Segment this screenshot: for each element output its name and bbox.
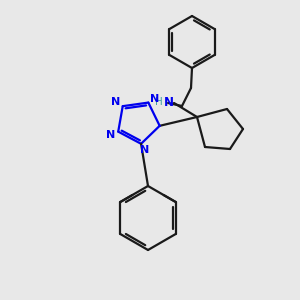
Text: N: N [150,94,159,103]
Text: N: N [164,95,174,109]
Text: N: N [106,130,115,140]
Text: H: H [155,97,163,107]
Text: N: N [140,145,150,155]
Text: N: N [111,97,120,107]
